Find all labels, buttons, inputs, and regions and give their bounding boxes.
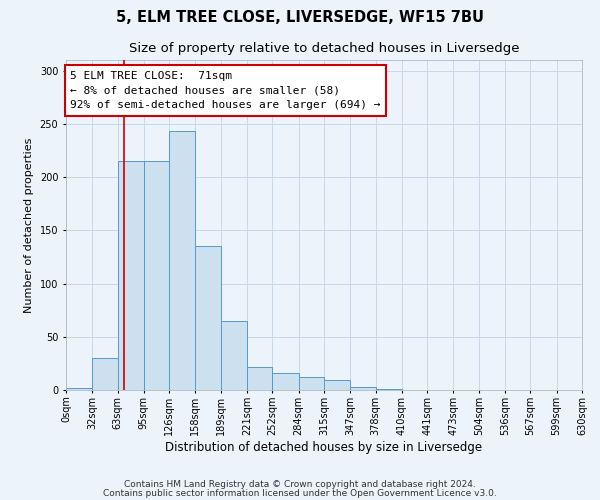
Bar — [118, 161, 144, 390]
Bar — [66, 388, 92, 390]
Bar — [221, 321, 247, 390]
Bar — [376, 389, 402, 390]
Bar — [196, 246, 221, 390]
Bar — [92, 358, 118, 390]
Text: 5 ELM TREE CLOSE:  71sqm
← 8% of detached houses are smaller (58)
92% of semi-de: 5 ELM TREE CLOSE: 71sqm ← 8% of detached… — [70, 70, 380, 110]
Bar — [144, 161, 169, 390]
Bar — [324, 380, 350, 390]
Bar — [299, 377, 324, 390]
Bar — [169, 132, 196, 390]
Bar — [350, 387, 376, 390]
Bar — [272, 373, 299, 390]
Bar — [247, 366, 272, 390]
Text: Contains HM Land Registry data © Crown copyright and database right 2024.: Contains HM Land Registry data © Crown c… — [124, 480, 476, 489]
Text: 5, ELM TREE CLOSE, LIVERSEDGE, WF15 7BU: 5, ELM TREE CLOSE, LIVERSEDGE, WF15 7BU — [116, 10, 484, 25]
Y-axis label: Number of detached properties: Number of detached properties — [24, 138, 34, 312]
Title: Size of property relative to detached houses in Liversedge: Size of property relative to detached ho… — [129, 42, 519, 54]
Text: Contains public sector information licensed under the Open Government Licence v3: Contains public sector information licen… — [103, 489, 497, 498]
X-axis label: Distribution of detached houses by size in Liversedge: Distribution of detached houses by size … — [166, 440, 482, 454]
